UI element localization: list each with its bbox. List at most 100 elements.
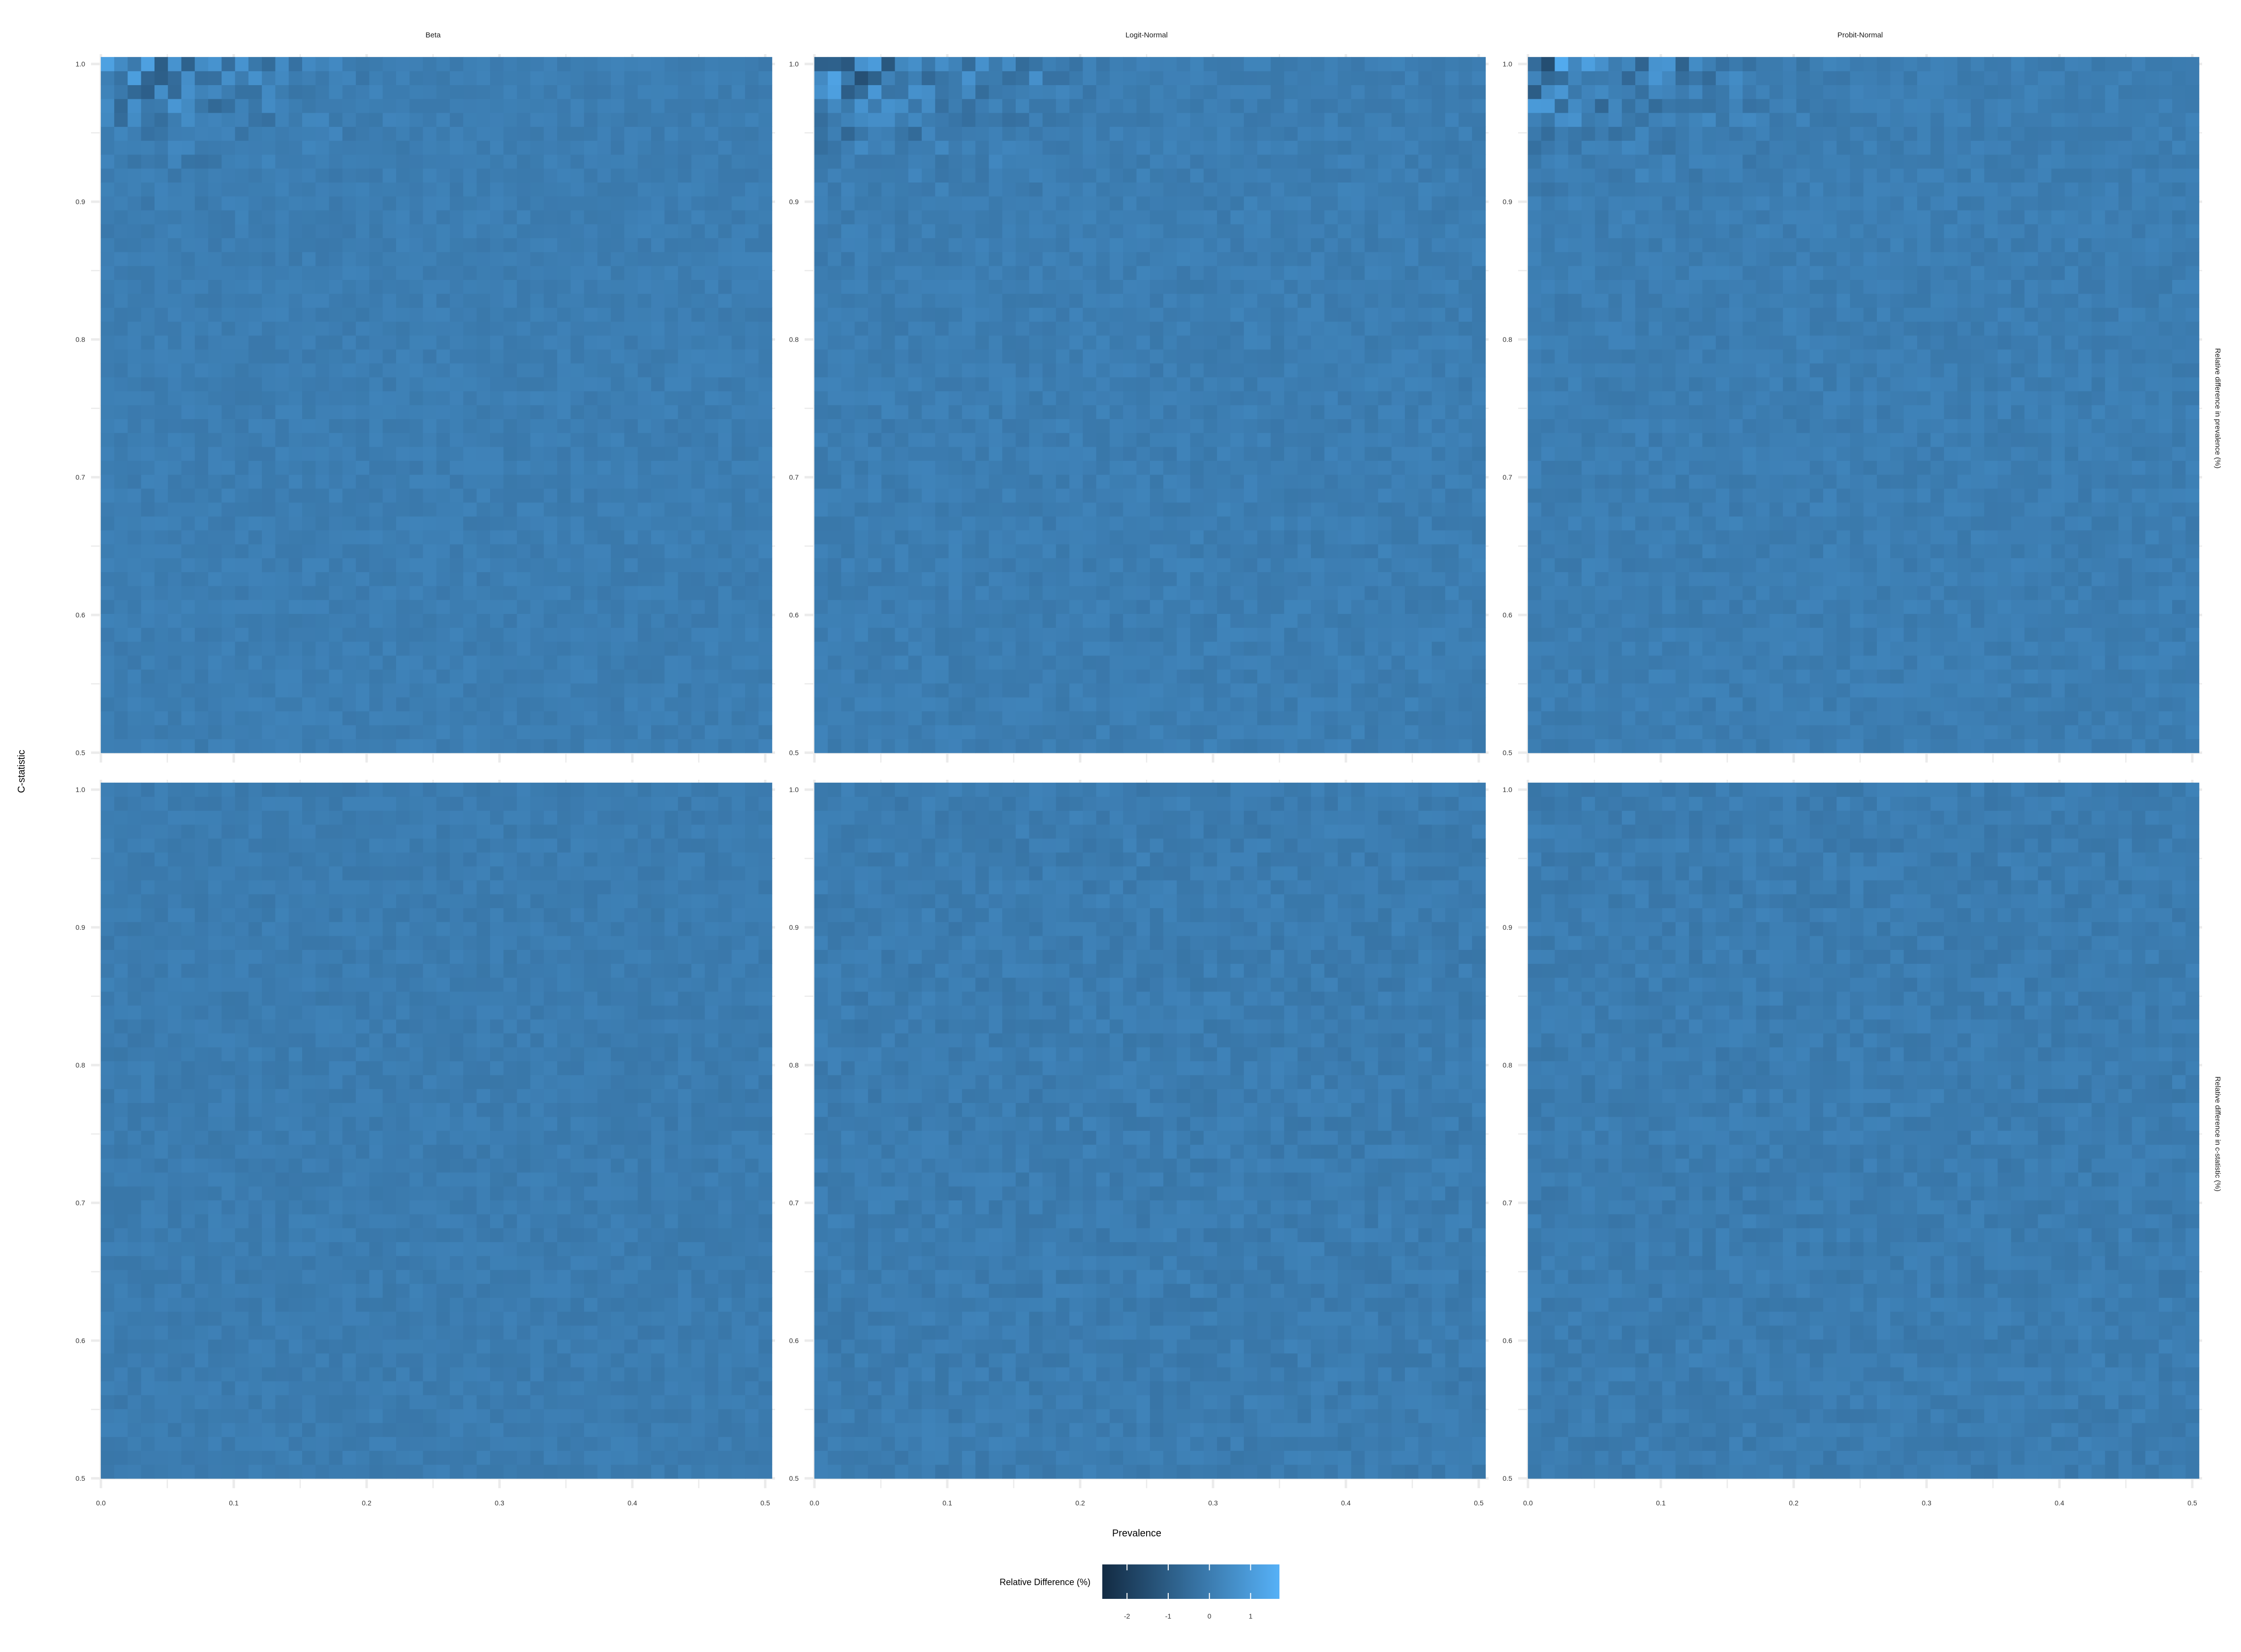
heatmap-cell bbox=[141, 544, 155, 558]
heatmap-cell bbox=[718, 641, 732, 656]
heatmap-cell bbox=[476, 544, 491, 558]
heatmap-cell bbox=[1083, 683, 1097, 698]
heatmap-cell bbox=[1217, 502, 1231, 517]
heatmap-cell bbox=[1203, 335, 1217, 350]
heatmap-cell bbox=[181, 98, 195, 113]
heatmap-cell bbox=[409, 238, 424, 252]
heatmap-cell bbox=[1378, 711, 1392, 726]
heatmap-cell bbox=[975, 168, 990, 183]
heatmap-cell bbox=[935, 349, 949, 364]
heatmap-cell bbox=[463, 585, 477, 600]
heatmap-cell bbox=[1203, 600, 1217, 614]
heatmap-cell bbox=[275, 196, 289, 211]
heatmap-cell bbox=[881, 655, 896, 670]
heatmap-cell bbox=[922, 126, 935, 141]
heatmap-cell bbox=[597, 349, 611, 364]
heatmap-cell bbox=[611, 725, 625, 739]
heatmap-cell bbox=[731, 279, 746, 294]
heatmap-cell bbox=[1163, 544, 1177, 558]
heatmap-cell bbox=[423, 405, 437, 419]
heatmap-cell bbox=[948, 196, 963, 211]
heatmap-cell bbox=[409, 474, 424, 489]
heatmap-cell bbox=[181, 502, 195, 517]
heatmap-cell bbox=[423, 224, 437, 239]
heatmap-cell bbox=[490, 683, 504, 698]
heatmap-cell bbox=[611, 363, 625, 378]
heatmap-cell bbox=[1244, 293, 1258, 308]
heatmap-cell bbox=[248, 140, 262, 155]
heatmap-cell bbox=[1324, 57, 1338, 71]
heatmap-cell bbox=[1378, 600, 1392, 614]
heatmap-cell bbox=[1177, 530, 1191, 545]
heatmap-cell bbox=[1432, 600, 1446, 614]
heatmap-cell bbox=[517, 502, 531, 517]
heatmap-cell bbox=[221, 585, 236, 600]
heatmap-cell bbox=[637, 307, 652, 322]
heatmap-cell bbox=[127, 432, 142, 447]
heatmap-cell bbox=[828, 182, 842, 197]
heatmap-cell bbox=[1150, 140, 1164, 155]
heatmap-cell bbox=[584, 572, 598, 586]
heatmap-cell bbox=[543, 279, 558, 294]
heatmap-cell bbox=[275, 558, 289, 573]
heatmap-cell bbox=[624, 558, 638, 573]
heatmap-cell bbox=[1190, 655, 1204, 670]
heatmap-cell bbox=[1123, 238, 1137, 252]
heatmap-cell bbox=[731, 140, 746, 155]
heatmap-cell bbox=[1459, 613, 1472, 628]
heatmap-cell bbox=[597, 210, 611, 224]
heatmap-cell bbox=[678, 224, 692, 239]
heatmap-cell bbox=[922, 377, 935, 392]
heatmap-cell bbox=[895, 113, 909, 127]
heatmap-cell bbox=[828, 697, 842, 711]
heatmap-cell bbox=[1297, 669, 1311, 684]
heatmap-cell bbox=[248, 585, 262, 600]
heatmap-cell bbox=[1445, 113, 1459, 127]
heatmap-cell bbox=[570, 600, 585, 614]
heatmap-cell bbox=[1123, 57, 1137, 71]
heatmap-cell bbox=[141, 57, 155, 71]
heatmap-cell bbox=[624, 196, 638, 211]
heatmap-cell bbox=[450, 446, 464, 461]
heatmap-cell bbox=[396, 154, 410, 169]
heatmap-cell bbox=[127, 293, 142, 308]
heatmap-cell bbox=[1418, 474, 1432, 489]
heatmap-cell bbox=[1190, 168, 1204, 183]
heatmap-cell bbox=[450, 279, 464, 294]
heatmap-cell bbox=[731, 655, 746, 670]
heatmap-cell bbox=[814, 600, 828, 614]
heatmap-cell bbox=[409, 627, 424, 642]
heatmap-cell bbox=[1257, 196, 1271, 211]
heatmap-cell bbox=[315, 349, 330, 364]
heatmap-cell bbox=[828, 572, 842, 586]
heatmap-cell bbox=[1029, 446, 1043, 461]
heatmap-cell bbox=[154, 210, 168, 224]
heatmap-cell bbox=[1459, 307, 1472, 322]
heatmap-cell bbox=[611, 154, 625, 169]
heatmap-cell bbox=[637, 113, 652, 127]
heatmap-cell bbox=[1015, 182, 1029, 197]
heatmap-cell bbox=[315, 669, 330, 684]
heatmap-cell bbox=[1459, 126, 1472, 141]
heatmap-cell bbox=[463, 57, 477, 71]
heatmap-cell bbox=[436, 474, 450, 489]
heatmap-cell bbox=[975, 669, 990, 684]
heatmap-cell bbox=[302, 71, 316, 86]
heatmap-cell bbox=[342, 57, 356, 71]
heatmap-cell bbox=[854, 113, 869, 127]
heatmap-cell bbox=[1083, 641, 1097, 656]
heatmap-cell bbox=[1002, 391, 1016, 405]
heatmap-cell bbox=[828, 683, 842, 698]
heatmap-cell bbox=[262, 627, 276, 642]
heatmap-cell bbox=[517, 266, 531, 280]
heatmap-cell bbox=[1015, 419, 1029, 433]
heatmap-cell bbox=[356, 182, 370, 197]
heatmap-cell bbox=[881, 238, 896, 252]
heatmap-cell bbox=[597, 98, 611, 113]
heatmap-cell bbox=[908, 279, 922, 294]
heatmap-cell bbox=[1378, 113, 1392, 127]
heatmap-cell bbox=[841, 113, 855, 127]
heatmap-cell bbox=[1257, 71, 1271, 86]
heatmap-cell bbox=[262, 279, 276, 294]
heatmap-cell bbox=[1217, 432, 1231, 447]
